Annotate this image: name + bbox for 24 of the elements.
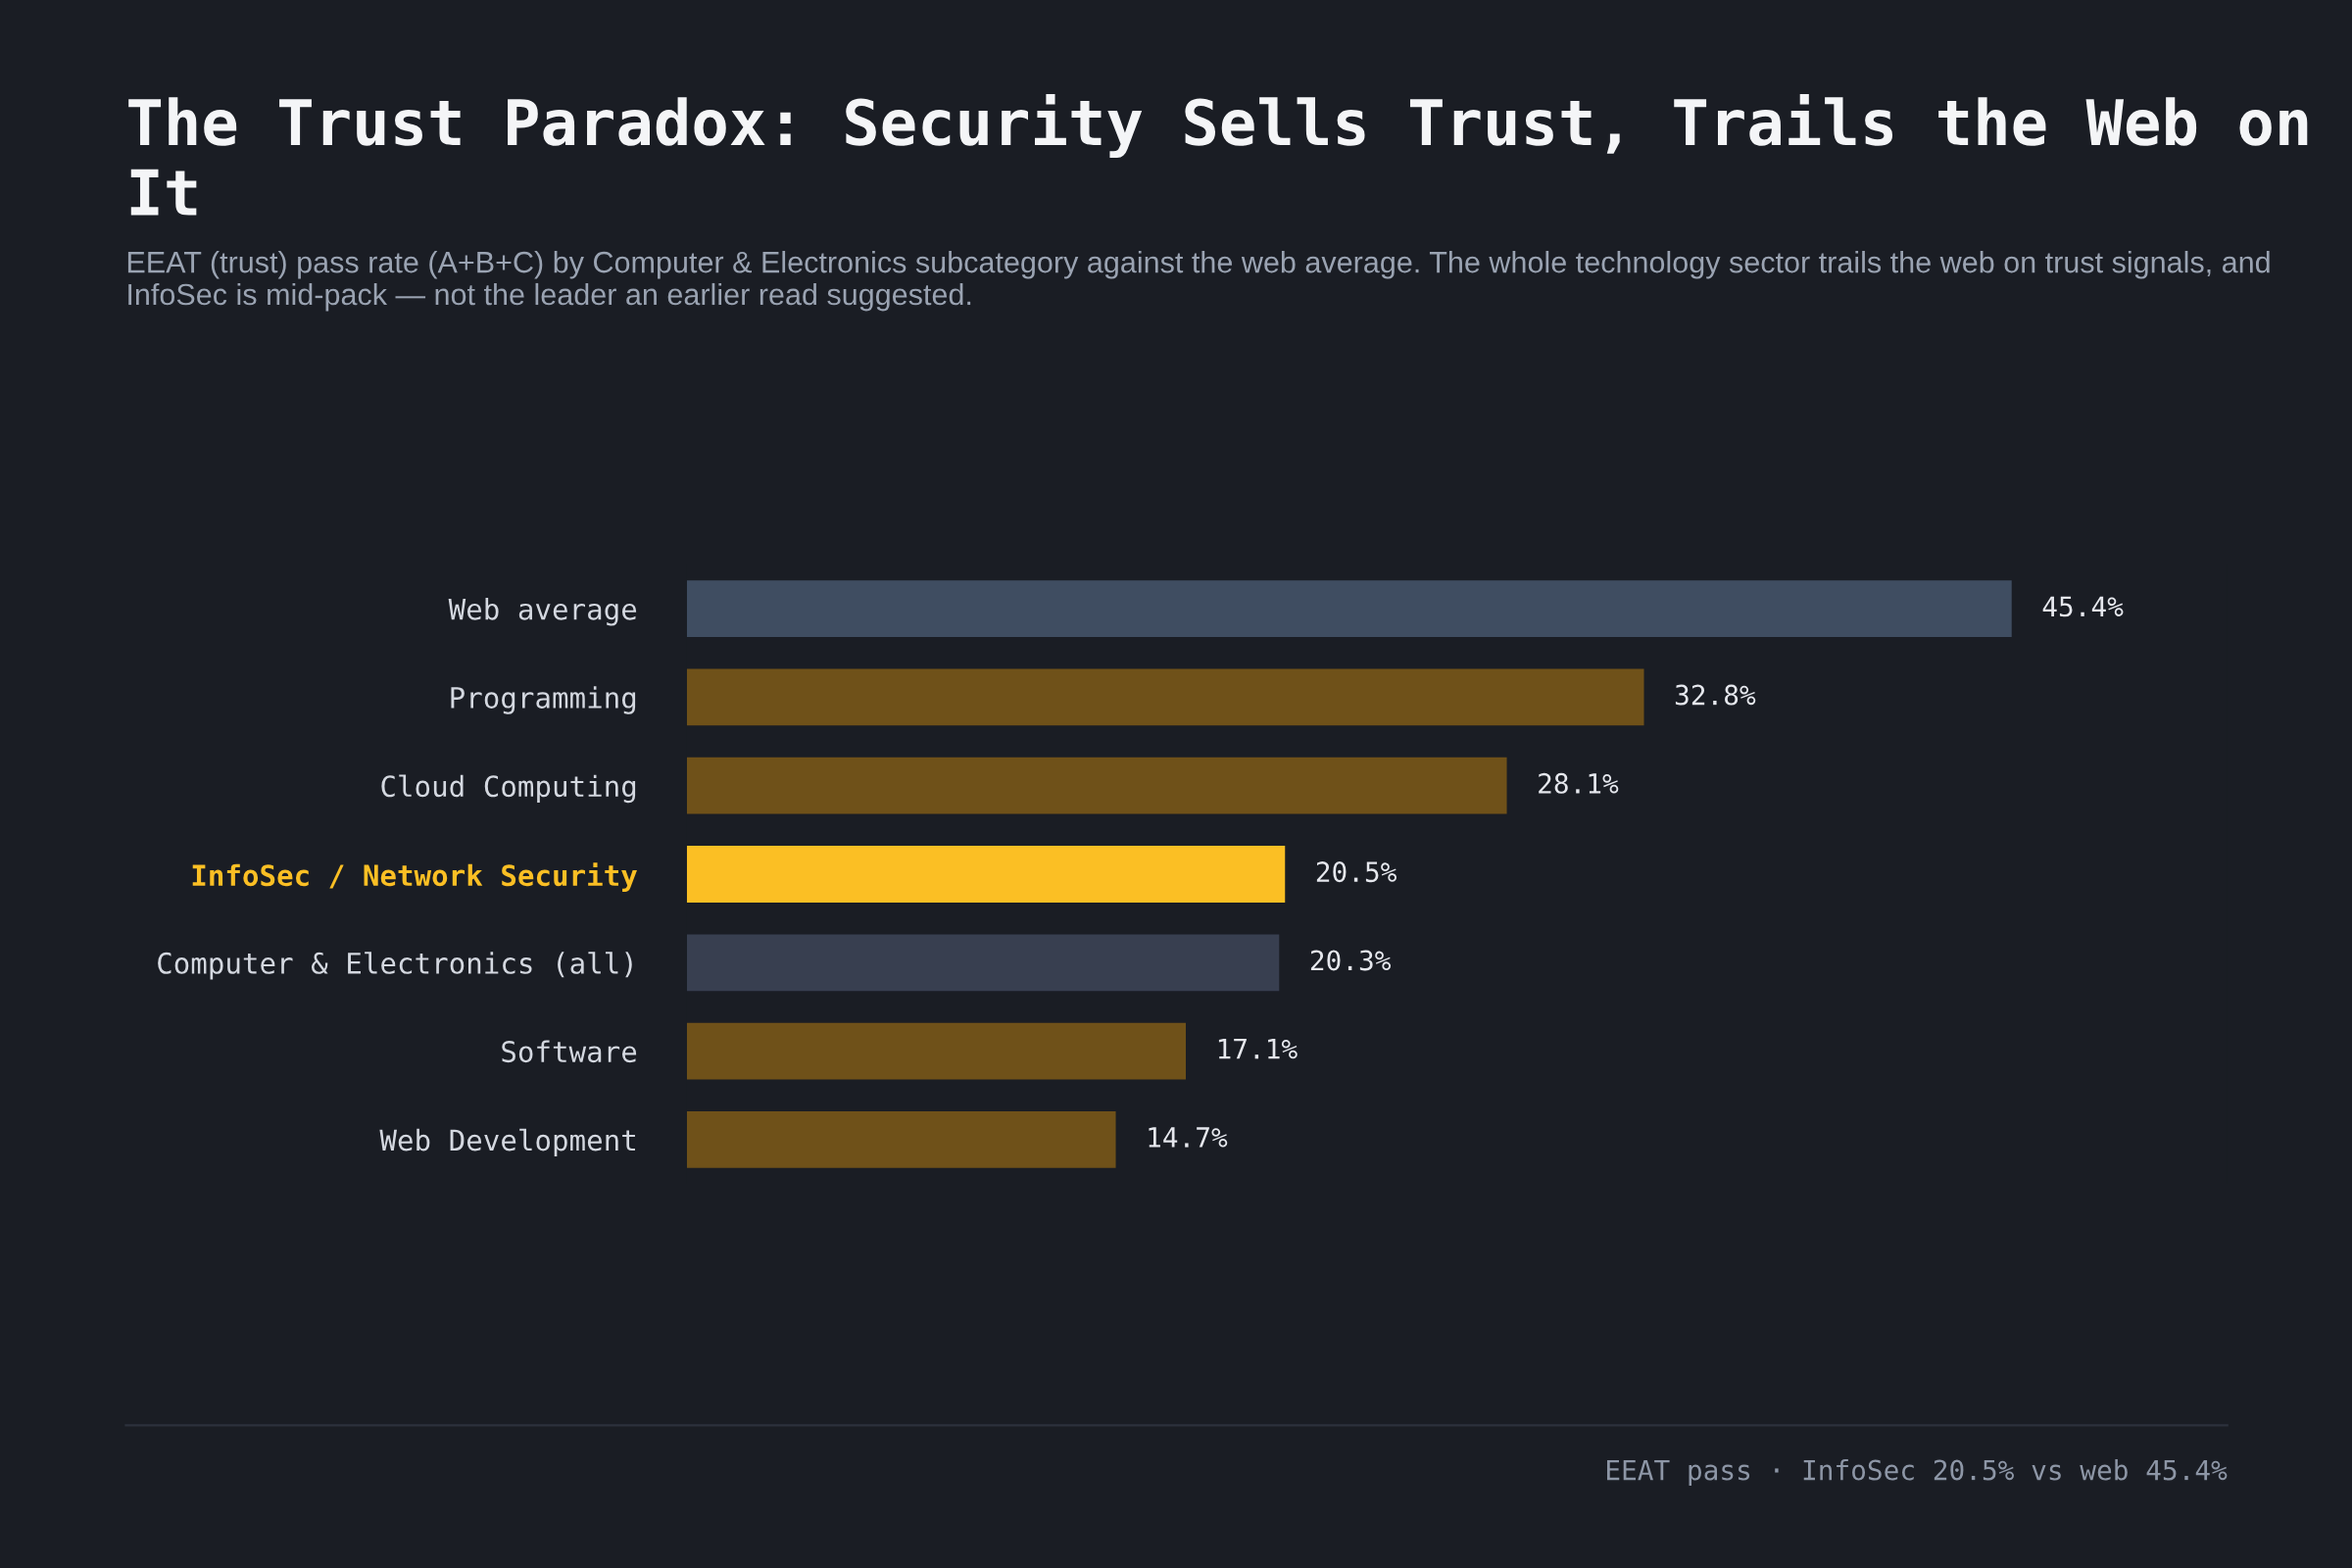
bar: [686, 757, 1507, 814]
data-label: 20.3%: [1310, 950, 1392, 971]
bar: [686, 934, 1280, 992]
data-label: 32.8%: [1675, 684, 1756, 706]
chart-subtitle: EEAT (trust) pass rate (A+B+C) by Computer & Electronics subcategory against the web average. The whole technology sector trails the web on trust signals, and InfoSec is mid-pack — not the leader an earlier read suggested.: [127, 251, 2270, 312]
data-label: 28.1%: [1539, 772, 1619, 794]
y-tick-label: Programming: [451, 686, 636, 714]
data-label: 20.5%: [1316, 861, 1396, 883]
data-label: 17.1%: [1218, 1039, 1298, 1059]
bar: [686, 846, 1286, 903]
y-tick-label: Web average: [448, 598, 637, 626]
chart-title: The Trust Paradox: Security Sells Trust, Trails the Web on It: [128, 93, 2308, 216]
bar: [686, 668, 1644, 726]
data-label: 14.7%: [1149, 1127, 1228, 1148]
y-tick-label: InfoSec / Network Security: [192, 862, 637, 892]
data-label: 45.4%: [2042, 596, 2124, 617]
bar: [686, 1110, 1116, 1168]
y-tick-label: Computer & Electronics (all): [158, 952, 632, 980]
bar: [686, 1022, 1186, 1080]
y-tick-label: Software: [502, 1040, 637, 1063]
y-tick-label: Cloud Computing: [381, 774, 636, 804]
bar: [686, 580, 2012, 638]
y-tick-label: Web Development: [379, 1128, 635, 1157]
text: EEAT pass · InfoSec 20.5% vs web 45.4%: [1607, 1459, 2228, 1486]
